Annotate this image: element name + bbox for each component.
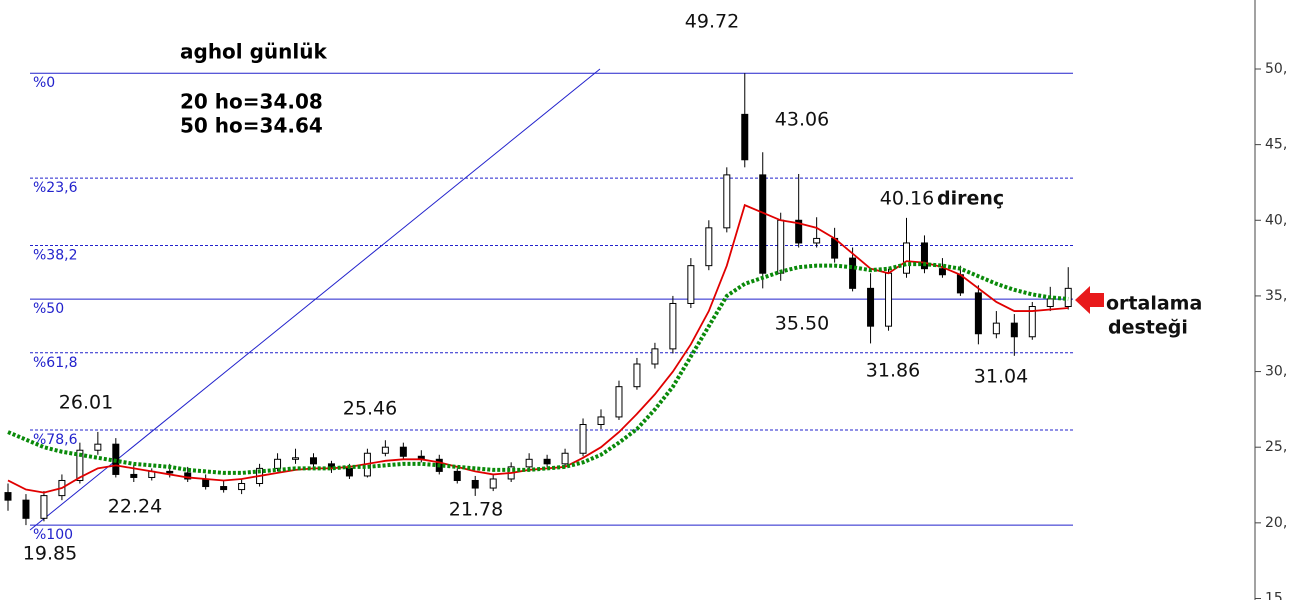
candle <box>938 268 946 276</box>
candle <box>1028 306 1036 338</box>
fib-label: %61,8 <box>33 355 77 371</box>
candle <box>867 287 875 327</box>
candle <box>579 424 587 454</box>
y-tick-label: 15, <box>1265 590 1287 600</box>
candle <box>903 242 910 274</box>
candle <box>561 452 569 465</box>
candle <box>94 443 102 451</box>
candle <box>597 416 605 426</box>
annotation: 31.86 <box>866 360 920 382</box>
candle <box>40 495 48 519</box>
candle <box>4 492 12 501</box>
candle <box>1010 322 1018 338</box>
fib-label: %23,6 <box>33 180 78 196</box>
candle <box>974 292 982 335</box>
annotation: 25.46 <box>343 398 397 420</box>
candle <box>525 458 533 468</box>
candle <box>920 242 928 270</box>
candle <box>759 174 767 274</box>
fib-label: %100 <box>33 527 73 543</box>
candle <box>274 458 282 469</box>
candle <box>489 478 497 489</box>
candle <box>831 237 839 259</box>
candle <box>202 478 210 488</box>
fib-label: %78,6 <box>33 432 78 448</box>
candle <box>22 499 30 519</box>
note: 50 ho=34.64 <box>180 114 323 138</box>
y-tick-label: 25, <box>1265 439 1287 455</box>
candle <box>453 470 461 481</box>
candle <box>166 470 174 474</box>
candle <box>992 322 1000 335</box>
candle <box>345 467 353 477</box>
candle <box>1046 298 1054 308</box>
annotation: 49.72 <box>685 11 739 33</box>
annotation: 43.06 <box>775 109 829 131</box>
candle <box>238 483 246 491</box>
annotation: desteği <box>1108 317 1188 339</box>
fib-label: %38,2 <box>33 248 77 264</box>
annotation: 21.78 <box>449 499 503 521</box>
candle <box>705 227 713 267</box>
candle <box>130 473 138 478</box>
annotation: 40.16 <box>880 188 934 210</box>
candle <box>184 472 192 480</box>
annotation: direnç <box>937 188 1004 210</box>
candle <box>849 257 857 289</box>
candle <box>220 486 228 491</box>
fib-label: %50 <box>33 301 64 317</box>
annotation: 26.01 <box>59 392 113 414</box>
annotation: 22.24 <box>108 496 162 518</box>
moving-average <box>7 262 1069 475</box>
y-tick-label: 20, <box>1265 515 1287 531</box>
candle <box>795 219 803 244</box>
y-tick-label: 40, <box>1265 212 1287 228</box>
annotation: 31.04 <box>974 366 1028 388</box>
fib-label: %0 <box>33 75 55 91</box>
candle <box>543 458 551 465</box>
candle <box>723 174 731 229</box>
candle <box>687 265 695 304</box>
candle <box>292 457 300 460</box>
arrow <box>1075 286 1104 314</box>
candle <box>399 446 407 457</box>
annotation: ortalama <box>1106 293 1202 315</box>
candle <box>471 479 479 489</box>
chart-title: aghol günlük <box>180 40 327 64</box>
note: 20 ho=34.08 <box>180 90 323 114</box>
candle <box>956 274 964 294</box>
y-tick-label: 45, <box>1265 137 1287 153</box>
candle <box>741 113 749 161</box>
candle <box>669 302 677 350</box>
y-tick-label: 50, <box>1265 61 1287 77</box>
candle <box>777 219 785 274</box>
candle <box>615 386 623 418</box>
annotation: 19.85 <box>23 543 77 565</box>
candle <box>633 363 641 388</box>
candle <box>885 272 893 327</box>
y-tick-label: 35, <box>1265 288 1287 304</box>
annotation: 35.50 <box>775 313 829 335</box>
candle <box>381 446 389 454</box>
y-tick-label: 30, <box>1265 364 1287 380</box>
candle <box>813 237 821 244</box>
candle <box>76 449 84 481</box>
candle <box>651 348 659 365</box>
candle <box>309 457 317 465</box>
